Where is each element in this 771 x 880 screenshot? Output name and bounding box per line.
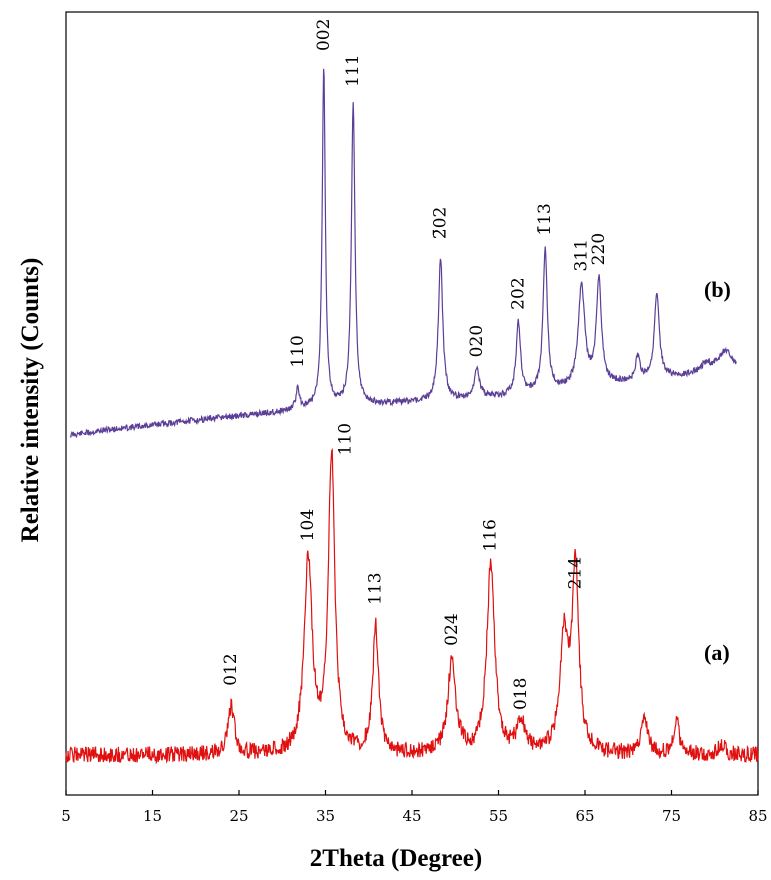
x-tick-label: 75 <box>662 807 681 825</box>
peak-label: 110 <box>288 335 308 367</box>
x-tick-label: 35 <box>316 807 335 825</box>
series-layer <box>65 68 759 765</box>
peak-label: 116 <box>481 519 501 551</box>
peak-label: 024 <box>442 613 462 645</box>
plot-frame <box>65 11 759 796</box>
peak-label: 311 <box>572 239 592 271</box>
series-label-b: (b) <box>704 277 731 302</box>
peak-label: 110 <box>336 423 356 455</box>
y-axis-title: Relative intensity (Counts) <box>17 258 44 543</box>
series-line-0 <box>69 68 737 439</box>
peak-label: 020 <box>467 325 487 357</box>
x-tick-label: 5 <box>61 807 71 825</box>
series-label-a: (a) <box>704 640 730 665</box>
peak-label: 220 <box>589 233 609 265</box>
x-tick-label: 25 <box>229 807 248 825</box>
peak-label: 012 <box>221 653 241 685</box>
peak-label: 1̄13 <box>535 203 555 235</box>
x-tick-label: 45 <box>402 807 421 825</box>
x-tick-label: 65 <box>575 807 594 825</box>
x-axis-title: 2Theta (Degree) <box>310 845 482 872</box>
peak-label: 214 <box>566 557 586 589</box>
series-line-1 <box>65 447 759 765</box>
peak-label: 113 <box>366 572 386 604</box>
x-tick-label: 15 <box>143 807 162 825</box>
x-tick-label: 55 <box>489 807 508 825</box>
x-axis: 5 15 25 35 45 55 65 75 85 <box>61 790 768 825</box>
peak-label: 018 <box>511 678 531 710</box>
peak-label: 104 <box>298 509 318 541</box>
peak-label: 202 <box>508 277 528 309</box>
x-tick-label: 85 <box>748 807 767 825</box>
peak-label: 111 <box>343 54 363 86</box>
peak-label: 002 <box>314 19 334 51</box>
peak-label: 2̄02 <box>431 207 451 239</box>
